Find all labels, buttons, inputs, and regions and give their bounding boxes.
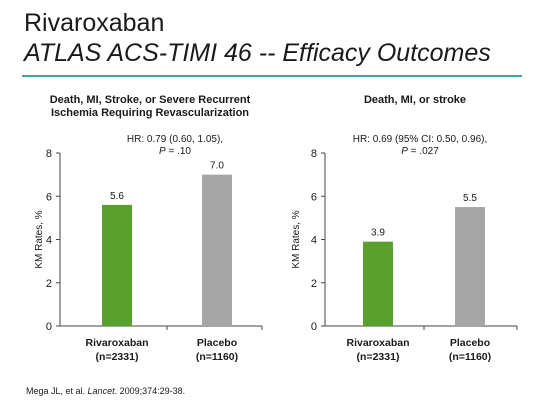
chart-title-line1: Death, MI, or stroke: [363, 94, 467, 106]
bar-chart-composite: 0 2 4 6 8 KM Rates, % 5.6 Rivaroxaban (n=2331) 7.…: [34, 148, 263, 363]
p-value-line: P = .027: [315, 146, 525, 158]
slide-title: Rivaroxaban: [24, 9, 165, 37]
y-tick-label: 8: [46, 148, 52, 160]
y-tick-label: 2: [311, 278, 317, 290]
p-value: = .027: [407, 146, 439, 157]
x-category-n-label: (n=2331): [96, 351, 139, 363]
x-category-label: Rivaroxaban: [346, 337, 409, 349]
bar-value-label: 3.9: [371, 228, 385, 239]
chart-title-line2: Ischemia Requiring Revascularization: [50, 107, 250, 119]
x-category-n-label: (n=2331): [357, 351, 400, 363]
bar-value-label: 7.0: [210, 161, 224, 172]
y-axis-label: KM Rates, %: [34, 210, 45, 268]
bar-placebo: [455, 207, 485, 326]
p-label: P: [159, 146, 166, 157]
bar-value-label: 5.5: [463, 193, 477, 204]
y-tick-label: 4: [46, 235, 52, 247]
y-axis-label: KM Rates, %: [291, 210, 302, 268]
bar-rivaroxaban: [363, 241, 393, 326]
p-value-line: P = .10: [80, 146, 270, 158]
chart-panel-composite: Death, MI, Stroke, or Severe Recurrent I…: [30, 94, 270, 384]
p-label: P: [401, 146, 408, 157]
citation-journal: Lancet: [87, 386, 115, 396]
chart-title: Death, MI, Stroke, or Severe Recurrent I…: [30, 94, 270, 120]
p-value: = .10: [165, 146, 191, 157]
chart-panel-death-mi-stroke: Death, MI, or stroke HR: 0.69 (95% CI: 0…: [285, 94, 525, 384]
slide-subtitle: ATLAS ACS-TIMI 46 -- Efficacy Outcomes: [24, 39, 491, 67]
y-tick-label: 6: [311, 191, 317, 203]
x-category-label: Placebo: [450, 337, 490, 349]
hazard-ratio-annotation: HR: 0.79 (0.60, 1.05), P = .10: [80, 134, 270, 158]
x-category-label: Rivaroxaban: [85, 337, 148, 349]
y-tick-label: 8: [311, 148, 317, 160]
y-tick-label: 2: [46, 278, 52, 290]
bar-chart-death-mi-stroke: 0 2 4 6 8 KM Rates, % 3.9 Rivaroxaban (n=2331) 5.…: [291, 148, 518, 363]
citation-details: . 2009;374:29-38.: [114, 386, 186, 396]
hr-line: HR: 0.69 (95% CI: 0.50, 0.96),: [352, 134, 488, 145]
hazard-ratio-annotation: HR: 0.69 (95% CI: 0.50, 0.96), P = .027: [315, 134, 525, 158]
y-tick-label: 6: [46, 191, 52, 203]
citation-authors: Mega JL, et al.: [26, 386, 88, 396]
y-tick-label: 4: [311, 235, 317, 247]
x-category-label: Placebo: [197, 337, 237, 349]
chart-title-line1: Death, MI, Stroke, or Severe Recurrent: [49, 94, 251, 106]
x-category-n-label: (n=1160): [449, 351, 491, 363]
bar-rivaroxaban: [102, 204, 132, 326]
bar-value-label: 5.6: [110, 191, 124, 202]
bar-placebo: [202, 174, 232, 326]
x-category-n-label: (n=1160): [196, 351, 238, 363]
y-tick-label: 0: [46, 321, 52, 333]
citation: Mega JL, et al. Lancet. 2009;374:29-38.: [26, 386, 185, 396]
y-tick-label: 0: [311, 321, 317, 333]
chart-title: Death, MI, or stroke: [305, 94, 525, 107]
hr-line: HR: 0.79 (0.60, 1.05),: [126, 134, 224, 145]
title-divider: [22, 75, 522, 77]
